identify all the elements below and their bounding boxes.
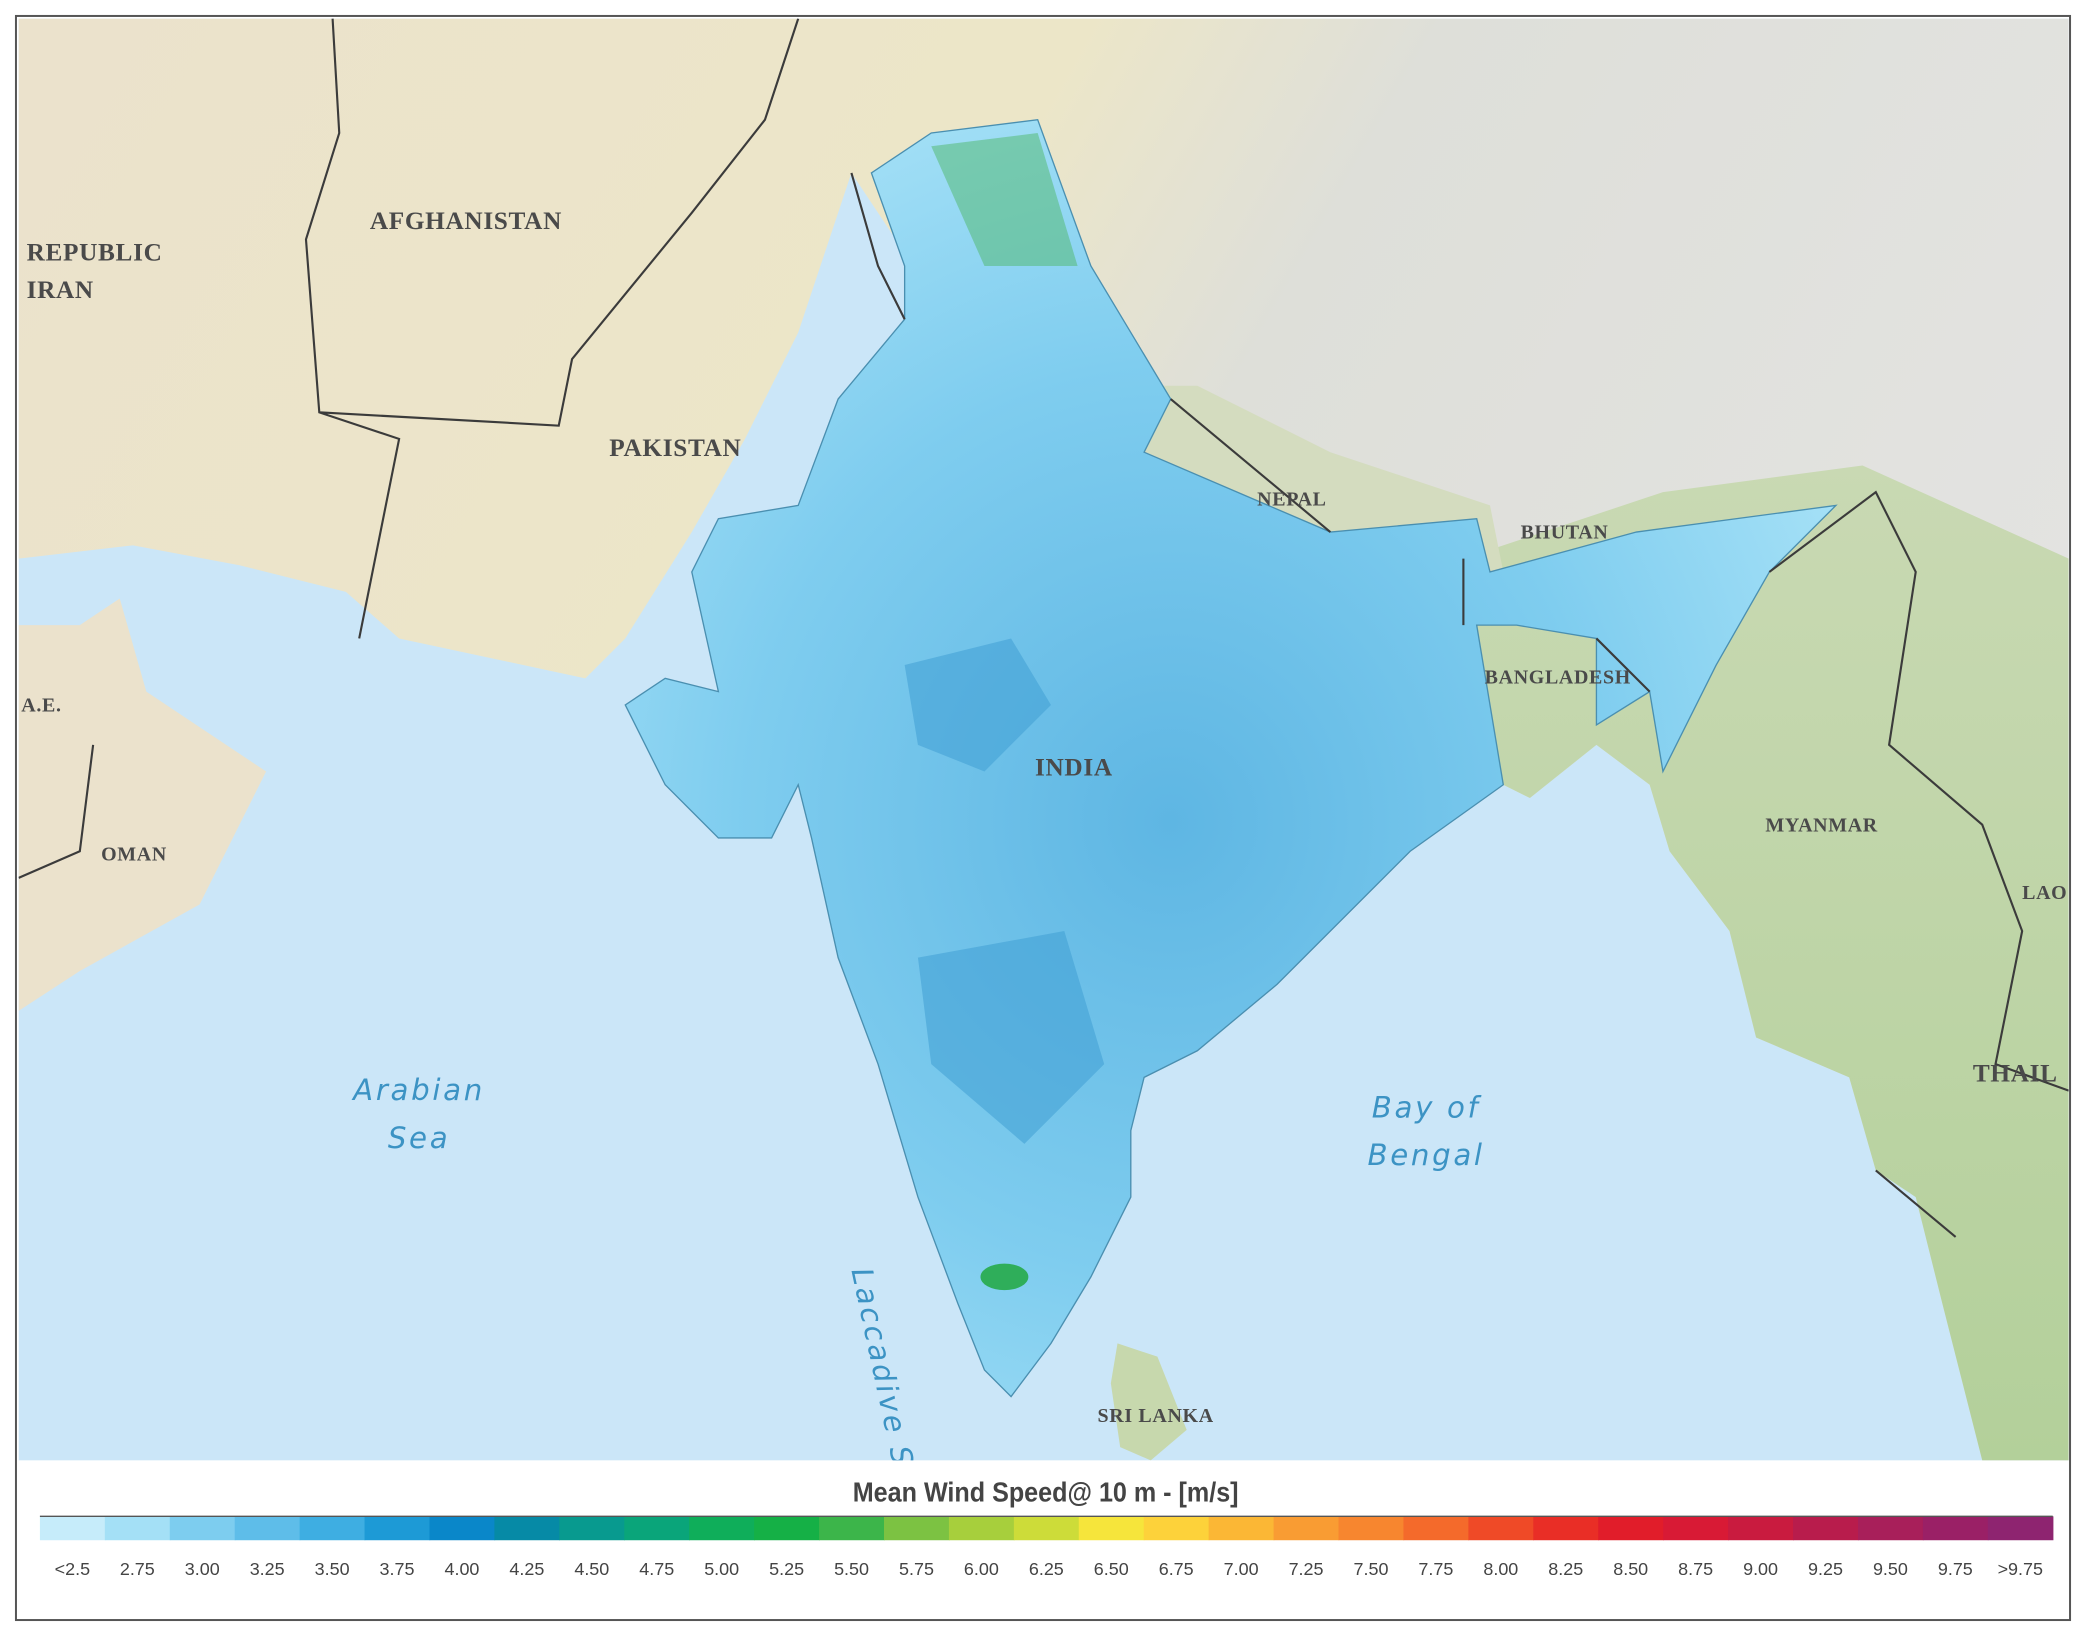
legend-label: 6.50 <box>1094 1559 1129 1579</box>
colorbar-segment <box>1013 1516 1080 1541</box>
colorbar-segment <box>494 1516 561 1541</box>
country-label: OMAN <box>101 844 167 866</box>
country-label: BANGLADESH <box>1485 667 1631 689</box>
colorbar-segment <box>1403 1516 1470 1541</box>
legend-label: 7.75 <box>1418 1559 1453 1579</box>
legend-label: 3.00 <box>185 1559 220 1579</box>
country-label: THAIL <box>1973 1059 2058 1087</box>
colorbar-segment <box>1208 1516 1275 1541</box>
legend-label: 5.25 <box>769 1559 804 1579</box>
country-label: IRAN <box>27 276 94 304</box>
green-patch <box>980 1263 1029 1291</box>
colorbar-segment <box>1533 1516 1599 1541</box>
colorbar-segment <box>1338 1516 1405 1541</box>
colorbar-segment <box>1143 1516 1210 1541</box>
colorbar-segment <box>169 1516 236 1541</box>
country-label: A.E. <box>21 695 61 717</box>
legend-label: 6.75 <box>1159 1559 1194 1579</box>
colorbar-segment <box>1078 1516 1145 1541</box>
colorbar-segment <box>559 1516 625 1541</box>
colorbar-segment <box>1598 1516 1664 1541</box>
colorbar-segment <box>39 1516 106 1541</box>
legend-label: 5.75 <box>899 1559 934 1579</box>
legend-label: 8.50 <box>1613 1559 1648 1579</box>
colorbar-segment <box>1663 1516 1729 1541</box>
country-label: MYANMAR <box>1765 814 1877 836</box>
colorbar-segment <box>1857 1516 1924 1541</box>
colorbar-segment <box>1922 1516 1989 1541</box>
country-label: PAKISTAN <box>609 434 741 462</box>
map-area: REPUBLIC IRAN AFGHANISTAN PAKISTAN NEPAL… <box>18 18 2069 1461</box>
india <box>624 118 1838 1398</box>
colorbar-segment <box>884 1516 950 1541</box>
sea-label: Arabian <box>351 1073 485 1107</box>
sea-label: Sea <box>388 1121 450 1155</box>
colorbar-segment <box>1728 1516 1794 1541</box>
legend-label: 6.00 <box>964 1559 999 1579</box>
colorbar-segment <box>429 1516 496 1541</box>
country-label: INDIA <box>1035 753 1113 781</box>
legend-label: 3.75 <box>380 1559 415 1579</box>
colorbar-segment <box>819 1516 885 1541</box>
colorbar: <2.5 2.75 3.00 3.25 3.50 3.75 4.00 4.25 4.50 4.75… <box>39 1515 2054 1579</box>
country-label: REPUBLIC <box>27 239 163 267</box>
country-label: LAO <box>2022 882 2067 904</box>
country-label: AFGHANISTAN <box>370 207 562 235</box>
country-label: NEPAL <box>1257 488 1326 510</box>
kashmir-speckle <box>931 133 1078 267</box>
legend-label: 4.25 <box>509 1559 544 1579</box>
legend-label: >9.75 <box>1998 1559 2043 1579</box>
colorbar-segment <box>1273 1516 1340 1541</box>
legend-label: 5.00 <box>704 1559 739 1579</box>
sea-label: Bay of <box>1372 1090 1482 1124</box>
arabia-land <box>18 598 267 1011</box>
colorbar-segment <box>234 1516 301 1541</box>
legend-label: <2.5 <box>55 1559 90 1579</box>
legend-label: 8.75 <box>1678 1559 1713 1579</box>
legend-label: 7.25 <box>1289 1559 1324 1579</box>
legend-label: 4.00 <box>444 1559 479 1579</box>
india-dark-patch <box>904 638 1105 1144</box>
colorbar-segment <box>624 1516 690 1541</box>
legend-label: 4.75 <box>639 1559 674 1579</box>
border-lines <box>18 18 2069 1238</box>
sri-lanka <box>1110 1343 1187 1461</box>
colorbar-segment <box>689 1516 755 1541</box>
legend-label: 4.50 <box>574 1559 609 1579</box>
legend-label: 3.25 <box>250 1559 285 1579</box>
legend-label: 8.00 <box>1483 1559 1518 1579</box>
colorbar-segment <box>299 1516 366 1541</box>
colorbar-segment <box>1987 1516 2054 1541</box>
colorbar-segment <box>104 1516 171 1541</box>
legend-label: 9.25 <box>1808 1559 1843 1579</box>
legend-label: 8.25 <box>1548 1559 1583 1579</box>
colorbar-segment <box>754 1516 820 1541</box>
asia-land <box>18 18 2069 1461</box>
legend-label: 7.50 <box>1354 1559 1389 1579</box>
colorbar-segment <box>948 1516 1015 1541</box>
legend-label: 7.00 <box>1224 1559 1259 1579</box>
legend-label: 9.75 <box>1938 1559 1973 1579</box>
legend-label: 9.50 <box>1873 1559 1908 1579</box>
country-label: BHUTAN <box>1521 522 1609 544</box>
legend-label: 2.75 <box>120 1559 155 1579</box>
legend-label: 5.50 <box>834 1559 869 1579</box>
colorbar-segment <box>1793 1516 1859 1541</box>
legend-label: 9.00 <box>1743 1559 1778 1579</box>
legend-title: Mean Wind Speed@ 10 m - [m/s] <box>853 1477 1239 1508</box>
sea-label: Bengal <box>1368 1138 1485 1172</box>
colorbar-segment <box>364 1516 431 1541</box>
country-label: SRI LANKA <box>1098 1405 1214 1427</box>
legend-label: 6.25 <box>1029 1559 1064 1579</box>
legend-label: 3.50 <box>315 1559 350 1579</box>
colorbar-segment <box>1468 1516 1534 1541</box>
southeast-land <box>1463 465 2069 1461</box>
